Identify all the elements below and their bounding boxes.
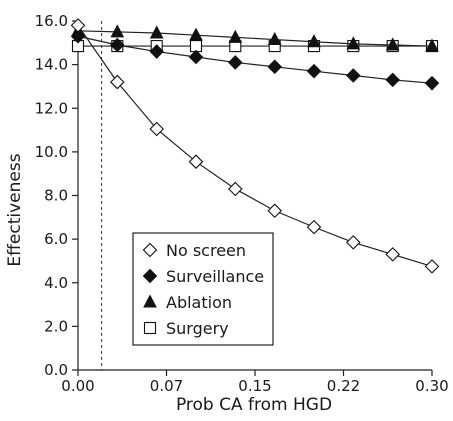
- ablation-point: [228, 29, 243, 43]
- no-screen-point: [385, 247, 400, 262]
- surveillance-point: [424, 75, 440, 91]
- surveillance-line: [77, 35, 433, 84]
- surveillance-point: [346, 68, 361, 83]
- y-tick-label: 4.0: [44, 274, 68, 292]
- y-tick-label: 14.0: [35, 56, 68, 74]
- legend-no-screen-marker: [142, 242, 158, 258]
- x-tick-label: 0.00: [61, 377, 94, 395]
- no-screen-point: [424, 259, 440, 274]
- surveillance-point: [267, 59, 282, 75]
- y-tick-label: 0.0: [44, 361, 68, 379]
- y-tick-label: 8.0: [44, 187, 68, 205]
- y-tick-label: 16.0: [35, 12, 68, 30]
- no-screen-point: [110, 74, 125, 90]
- no-screen-point: [228, 181, 243, 197]
- no-screen-point: [267, 203, 282, 219]
- legend-ablation-marker: [143, 294, 157, 308]
- x-tick-label: 0.07: [150, 377, 183, 395]
- ablation-point: [149, 25, 164, 39]
- no-screen-line: [77, 25, 433, 267]
- y-axis-label: Effectiveness: [5, 153, 25, 266]
- legend: No screen Surveillance Ablation Surgery: [132, 232, 274, 346]
- x-tick-label: 0.22: [327, 377, 360, 395]
- legend-surveillance-marker: [142, 268, 158, 284]
- ablation-point: [346, 36, 361, 50]
- ablation-point: [385, 37, 400, 51]
- y-axis: 0.0 2.0 4.0 6.0 8.0 10.0 12.0 14.0 16.0: [35, 12, 79, 379]
- ablation-point: [425, 38, 439, 52]
- no-screen-point: [306, 219, 322, 235]
- y-tick-label: 10.0: [35, 143, 68, 161]
- ablation-point: [267, 31, 282, 46]
- no-screen-point: [70, 18, 86, 33]
- x-axis-label: Prob CA from HGD: [176, 395, 332, 415]
- ablation-point: [110, 24, 125, 38]
- ablation-point: [307, 34, 321, 48]
- ablation-point: [189, 27, 203, 41]
- x-axis: 0.00 0.07 0.15 0.22 0.30: [61, 369, 449, 395]
- ablation-line: [77, 30, 433, 47]
- surveillance-point: [188, 49, 204, 65]
- legend-no-screen-label: No screen: [166, 241, 246, 260]
- no-screen-point: [188, 154, 204, 169]
- legend-surveillance-label: Surveillance: [166, 267, 264, 286]
- no-screen-point: [149, 121, 164, 137]
- surveillance-point: [385, 72, 400, 88]
- y-tick-label: 6.0: [44, 230, 68, 248]
- surveillance-point: [228, 55, 243, 70]
- legend-ablation-label: Ablation: [166, 293, 232, 312]
- no-screen-point: [346, 235, 361, 250]
- legend-surgery-label: Surgery: [166, 319, 229, 338]
- legend-surgery-marker: [143, 321, 157, 335]
- surveillance-point: [306, 63, 322, 79]
- series-layer: [70, 18, 440, 274]
- x-tick-label: 0.30: [415, 377, 448, 395]
- surveillance-point: [110, 37, 125, 53]
- legend-box: [132, 232, 274, 346]
- y-tick-label: 12.0: [35, 99, 68, 117]
- x-tick-label: 0.15: [238, 377, 271, 395]
- surveillance-point: [149, 44, 164, 59]
- y-tick-label: 2.0: [44, 317, 68, 335]
